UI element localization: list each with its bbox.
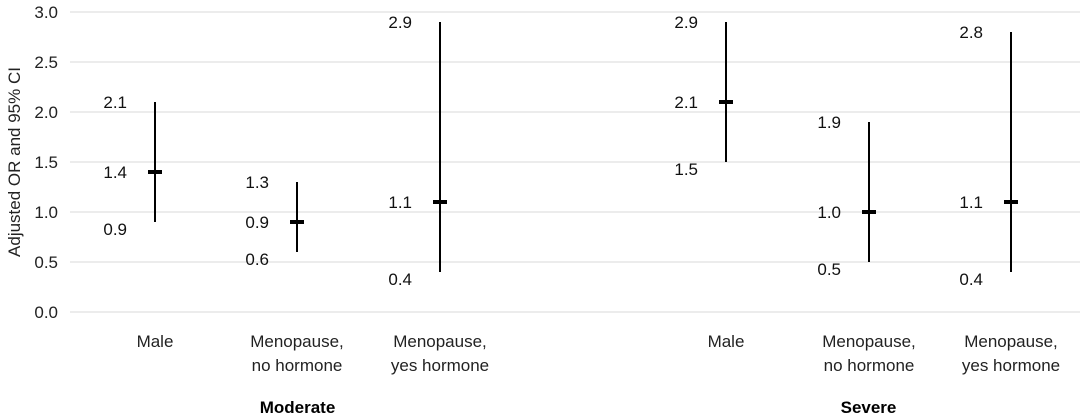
- or-label: 1.1: [959, 193, 983, 212]
- y-tick-label: 1.5: [34, 153, 58, 172]
- category-label-line: Menopause,: [250, 332, 344, 351]
- category-label-line: Menopause,: [964, 332, 1058, 351]
- lower-ci-label: 0.4: [388, 270, 412, 289]
- upper-ci-label: 2.9: [388, 13, 412, 32]
- upper-ci-label: 2.8: [959, 23, 983, 42]
- category-label-line: no hormone: [252, 356, 343, 375]
- group-labels: Moderate Severe: [260, 398, 897, 417]
- category-label-line: Menopause,: [822, 332, 916, 351]
- y-tick-label: 2.0: [34, 103, 58, 122]
- category-label: Male: [708, 332, 745, 351]
- y-tick-label: 0.0: [34, 303, 58, 322]
- y-tick-label: 0.5: [34, 253, 58, 272]
- category-label: Menopause, no hormone: [250, 332, 344, 375]
- lower-ci-label: 0.5: [817, 260, 841, 279]
- y-tick-label: 3.0: [34, 3, 58, 22]
- y-tick-label: 2.5: [34, 53, 58, 72]
- lower-ci-label: 1.5: [674, 160, 698, 179]
- gridlines: [70, 11, 1080, 313]
- group-label: Severe: [841, 398, 897, 417]
- or-label: 1.4: [103, 163, 127, 182]
- lower-ci-label: 0.4: [959, 270, 983, 289]
- category-label-line: yes hormone: [391, 356, 489, 375]
- category-label: Menopause, yes hormone: [962, 332, 1060, 375]
- category-label: Male: [137, 332, 174, 351]
- category-label: Menopause, yes hormone: [391, 332, 489, 375]
- y-axis-label: Adjusted OR and 95% CI: [5, 67, 24, 257]
- upper-ci-label: 2.1: [103, 93, 127, 112]
- group-label: Moderate: [260, 398, 336, 417]
- category-label-line: Male: [137, 332, 174, 351]
- lower-ci-label: 0.9: [103, 220, 127, 239]
- category-labels: Male Menopause, no hormone Menopause, yes ho…: [137, 332, 1061, 375]
- y-axis-ticks: 0.0 0.5 1.0 1.5 2.0 2.5 3.0: [34, 3, 58, 322]
- upper-ci-label: 1.9: [817, 113, 841, 132]
- or-label: 0.9: [245, 213, 269, 232]
- or-label: 1.1: [388, 193, 412, 212]
- category-label: Menopause, no hormone: [822, 332, 916, 375]
- error-bars: 2.1 1.4 0.9 1.3 0.9 0.6 2.9 1.1 0.4 2.9 2.1 1.5 1.9 1…: [103, 13, 1018, 289]
- category-label-line: Male: [708, 332, 745, 351]
- category-label-line: no hormone: [824, 356, 915, 375]
- category-label-line: Menopause,: [393, 332, 487, 351]
- lower-ci-label: 0.6: [245, 250, 269, 269]
- or-label: 1.0: [817, 203, 841, 222]
- y-tick-label: 1.0: [34, 203, 58, 222]
- or-label: 2.1: [674, 93, 698, 112]
- category-label-line: yes hormone: [962, 356, 1060, 375]
- upper-ci-label: 2.9: [674, 13, 698, 32]
- upper-ci-label: 1.3: [245, 173, 269, 192]
